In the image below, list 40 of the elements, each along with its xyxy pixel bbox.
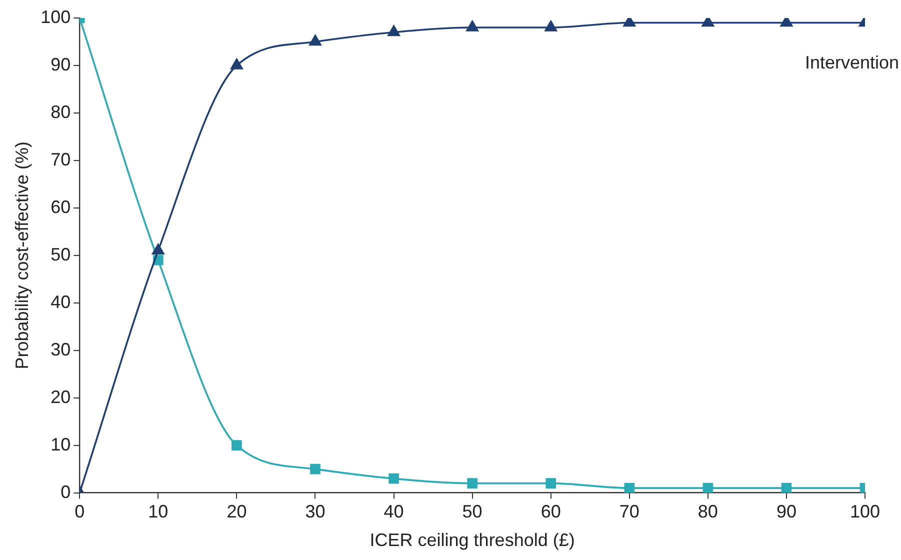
point	[466, 20, 478, 32]
x-tick-label: 30	[305, 502, 326, 522]
x-tick-label: 20	[226, 502, 247, 522]
y-tick-label: 100	[40, 6, 71, 27]
x-tick-label: 50	[462, 502, 482, 522]
y-tick-label: 50	[50, 244, 71, 264]
point	[309, 34, 322, 46]
x-axis-title: ICER ceiling threshold (£)	[370, 530, 575, 550]
y-axis-title: Probability cost-effective (%)	[12, 142, 32, 370]
point	[230, 58, 243, 70]
point	[388, 25, 400, 36]
point	[310, 464, 320, 474]
x-tick-label: 70	[619, 502, 640, 522]
x-tick-label: 90	[776, 502, 796, 522]
x-tick-label: 80	[698, 502, 718, 522]
y-tick-label: 90	[50, 54, 71, 74]
y-tick-label: 60	[50, 196, 71, 217]
point	[232, 440, 242, 450]
x-tick-label: 10	[148, 502, 168, 522]
y-tick-label: 10	[50, 434, 71, 454]
y-tick-label: 0	[60, 482, 71, 502]
point	[388, 473, 399, 484]
point	[623, 18, 636, 27]
point	[781, 482, 792, 493]
point	[467, 478, 478, 488]
y-tick-label: 70	[50, 149, 71, 170]
x-tick-label: 0	[74, 502, 85, 522]
point	[152, 244, 164, 255]
point	[702, 482, 714, 493]
point	[544, 20, 557, 32]
x-tick-label: 60	[540, 502, 561, 522]
x-tick-label: 40	[384, 502, 404, 522]
y-tick-label: 30	[50, 339, 71, 360]
y-tick-label: 40	[50, 292, 71, 312]
point	[624, 482, 635, 493]
y-tick-label: 80	[50, 102, 71, 122]
y-tick-label: 20	[50, 386, 71, 407]
x-tick-label: 100	[850, 502, 880, 522]
point	[546, 478, 556, 488]
series-label: Intervention	[804, 52, 899, 73]
